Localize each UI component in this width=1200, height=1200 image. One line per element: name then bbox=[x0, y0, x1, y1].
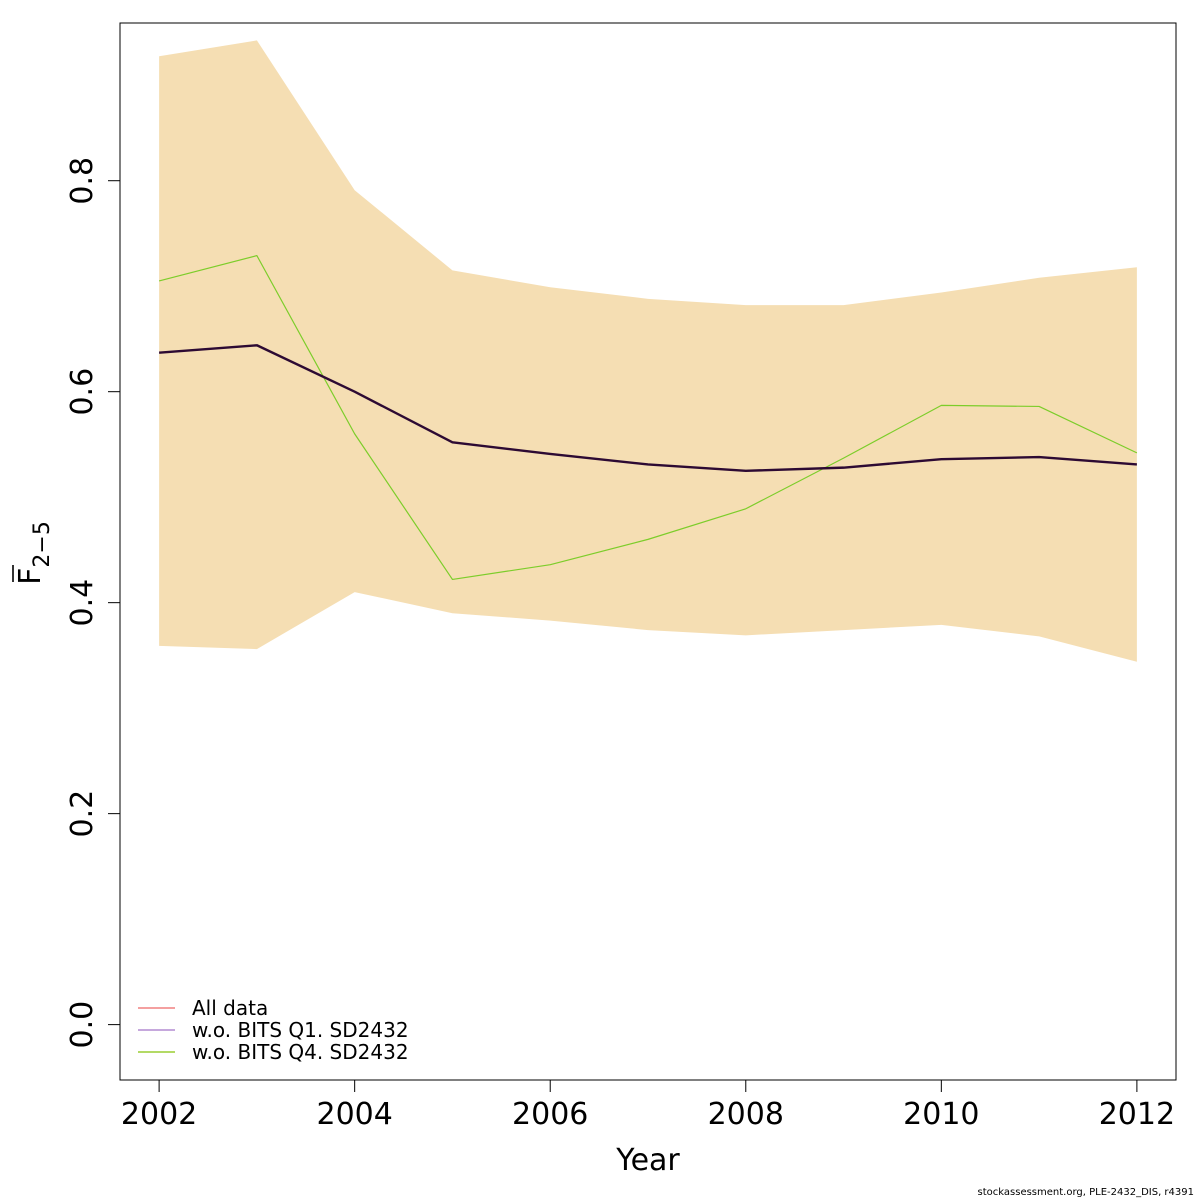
legend-label: All data bbox=[192, 996, 268, 1020]
series-line-all-data bbox=[159, 344, 1137, 473]
y-axis-title: F2−5 bbox=[12, 521, 55, 585]
y-axis: 0.0 0.2 0.4 0.6 0.8 bbox=[65, 157, 121, 1049]
x-axis: 2002 2004 2006 2008 2010 2012 bbox=[121, 1079, 1175, 1132]
x-tick-label: 2002 bbox=[121, 1097, 197, 1132]
y-axis-title-main: F bbox=[13, 568, 48, 585]
y-tick-label: 0.6 bbox=[65, 368, 100, 416]
legend-item: w.o. BITS Q4. SD2432 bbox=[138, 1040, 409, 1064]
svg-text:F2−5: F2−5 bbox=[13, 521, 55, 585]
x-tick-label: 2010 bbox=[903, 1097, 979, 1132]
footer-credit: stockassessment.org, PLE-2432_DIS, r4391 bbox=[977, 1187, 1194, 1198]
x-axis-title: Year bbox=[615, 1143, 680, 1178]
legend-item: All data bbox=[138, 996, 268, 1020]
confidence-band bbox=[159, 40, 1137, 662]
y-tick-label: 0.0 bbox=[65, 1001, 100, 1049]
x-tick-label: 2004 bbox=[316, 1097, 392, 1132]
legend-item: w.o. BITS Q1. SD2432 bbox=[138, 1018, 409, 1042]
series-layer bbox=[158, 255, 1138, 581]
y-axis-title-subscript: 2−5 bbox=[30, 521, 55, 567]
x-tick-label: 2006 bbox=[512, 1097, 588, 1132]
legend-label: w.o. BITS Q1. SD2432 bbox=[192, 1018, 409, 1042]
y-tick-label: 0.4 bbox=[65, 579, 100, 627]
y-tick-label: 0.2 bbox=[65, 790, 100, 838]
legend-label: w.o. BITS Q4. SD2432 bbox=[192, 1040, 409, 1064]
x-tick-label: 2012 bbox=[1099, 1097, 1175, 1132]
series-line-w-o-bits-q4-sd2432 bbox=[158, 255, 1138, 581]
y-tick-label: 0.8 bbox=[65, 157, 100, 205]
x-tick-label: 2008 bbox=[708, 1097, 784, 1132]
confidence-band-layer bbox=[159, 40, 1137, 662]
